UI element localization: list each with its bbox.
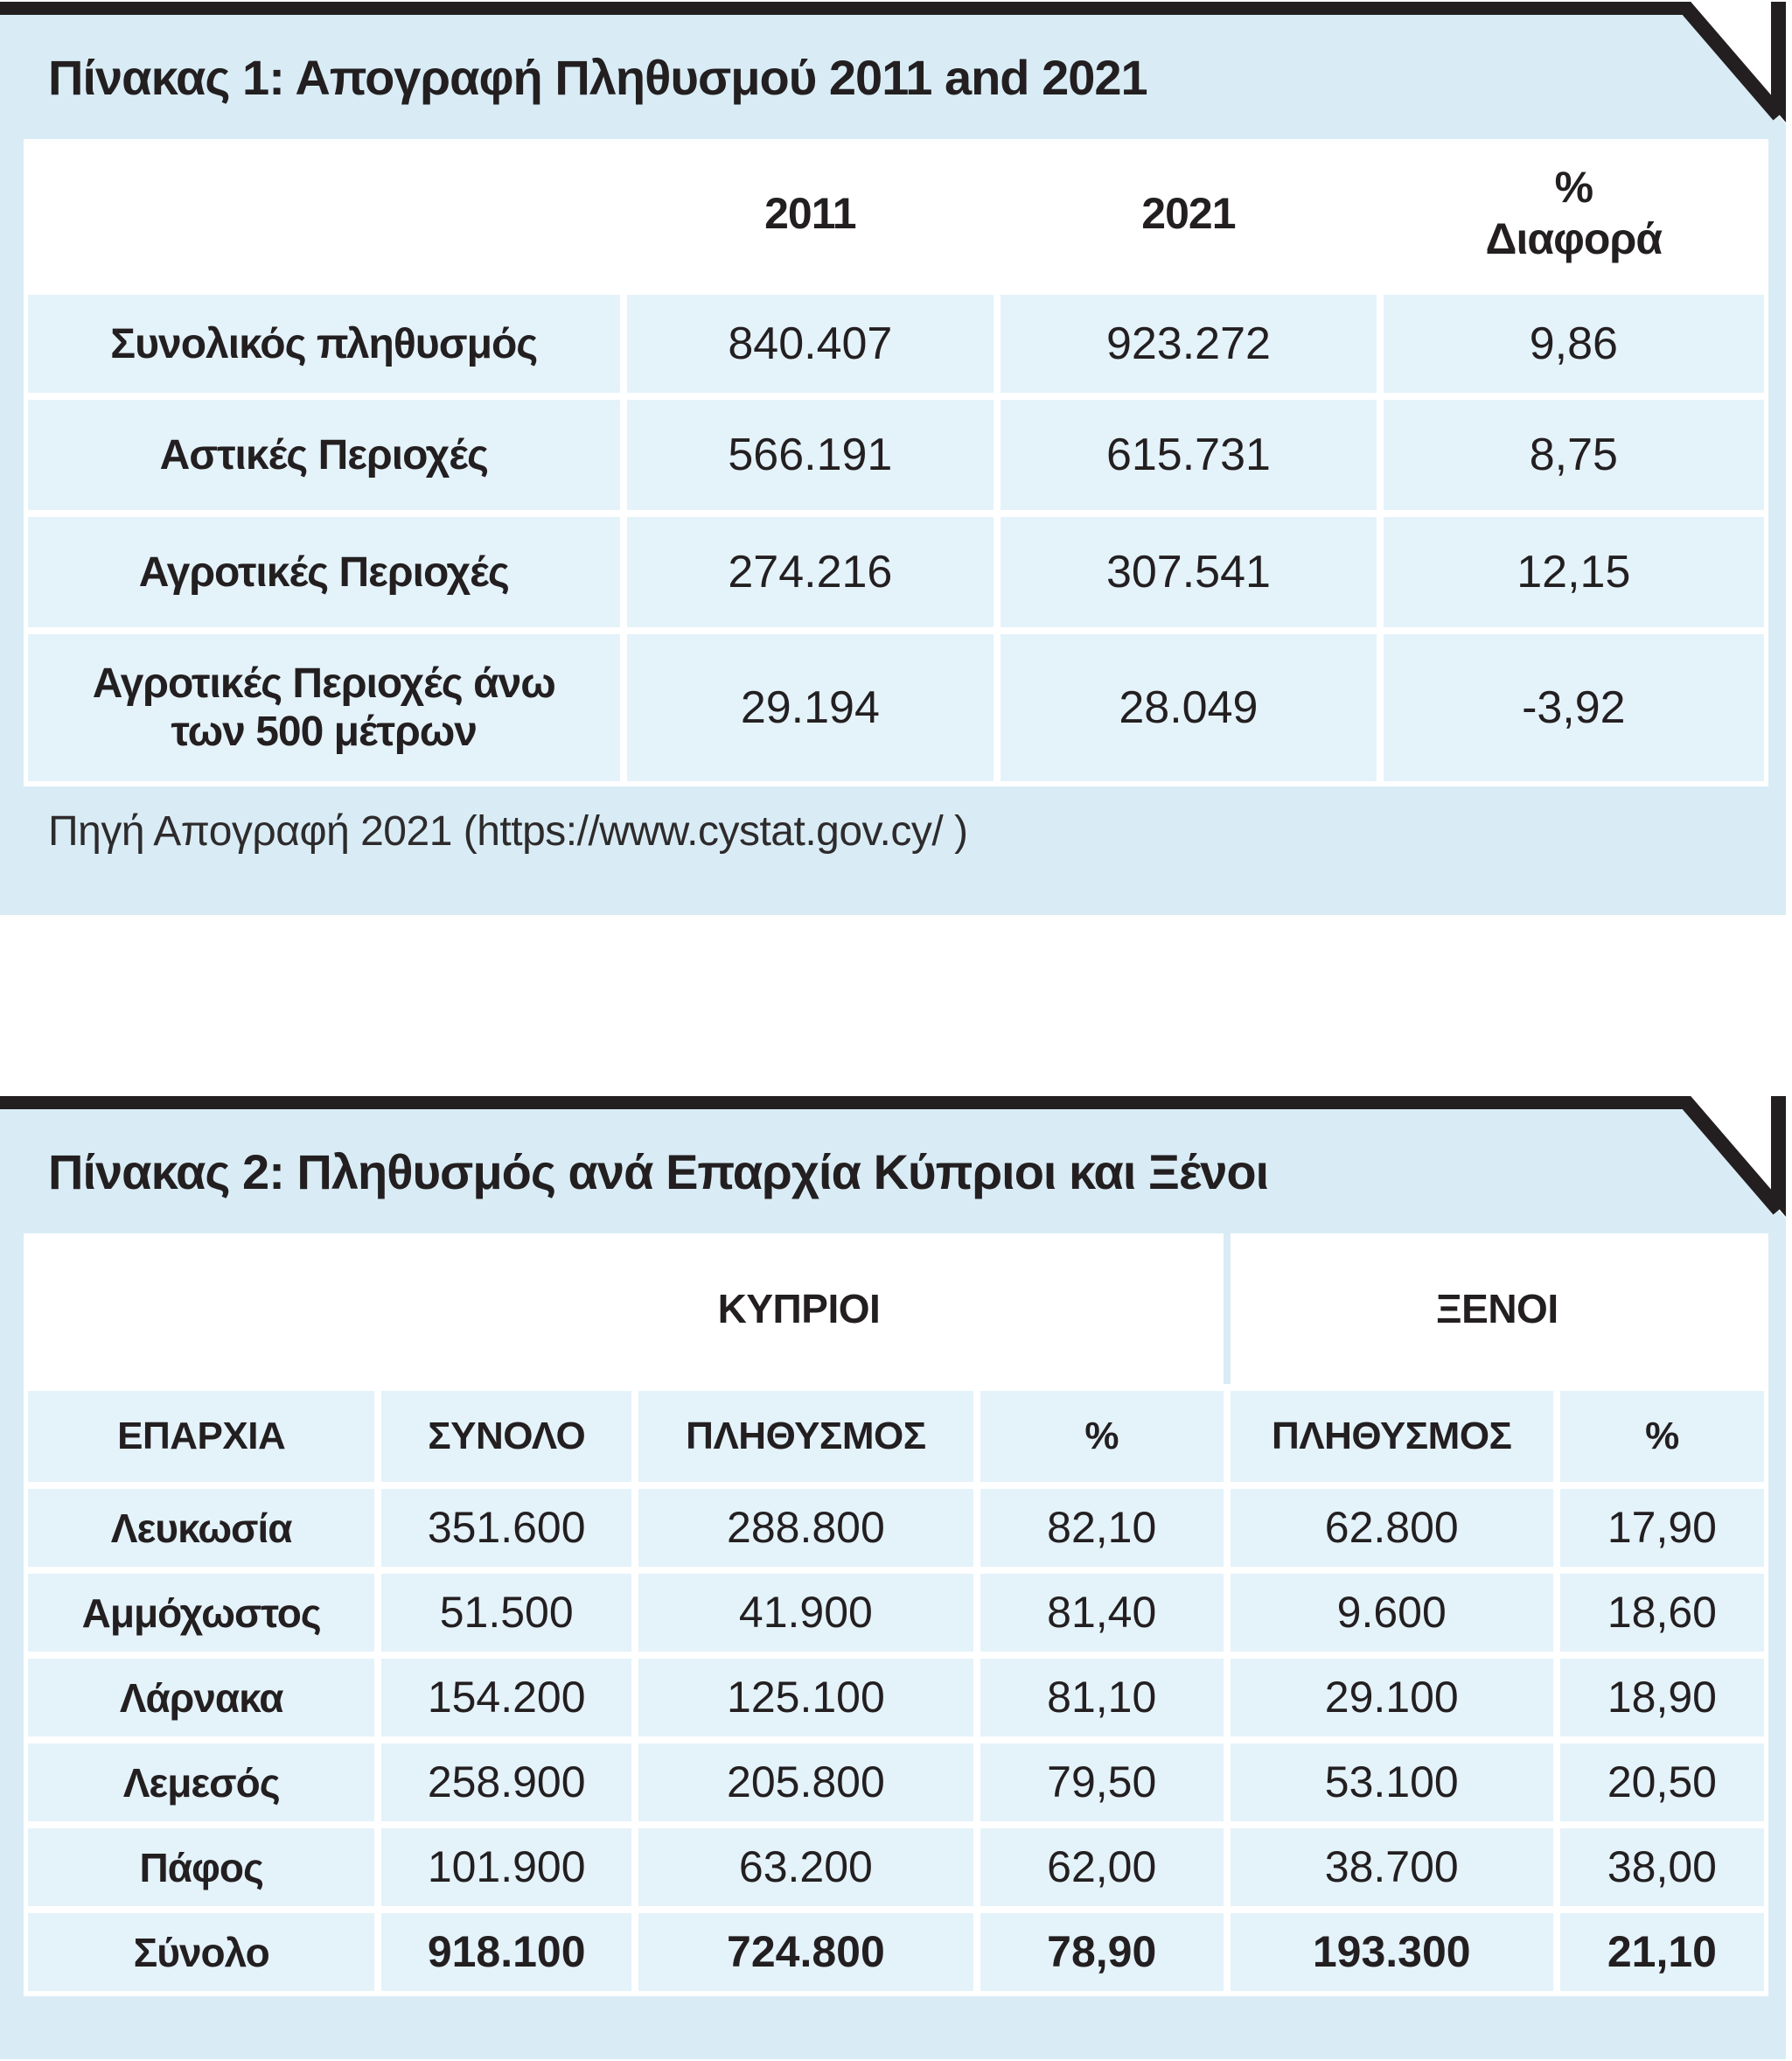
- panel-top-bar: [0, 2, 1693, 15]
- value-cy-percent: 78,90: [980, 1913, 1224, 1992]
- row-label: Αγροτικές Περιοχές άνω των 500 μέτρων: [28, 634, 620, 782]
- value-cy-population: 205.800: [638, 1743, 973, 1822]
- column-header-cy-percent: %: [980, 1391, 1224, 1483]
- page-fold-icon: [1683, 2, 1786, 124]
- group-header-foreigners: ΞΕΝΟΙ: [1230, 1233, 1764, 1385]
- value-total: 258.900: [381, 1743, 631, 1822]
- value-fo-population: 193.300: [1230, 1913, 1553, 1992]
- table-row: Αγροτικές Περιοχές άνω των 500 μέτρων 29…: [28, 634, 1764, 782]
- table1-header-diff-word: Διαφορά: [1485, 214, 1663, 264]
- table-row: Αστικές Περιοχές 566.191 615.731 8,75: [28, 400, 1764, 511]
- value-cy-percent: 62,00: [980, 1828, 1224, 1907]
- value-cy-population: 724.800: [638, 1913, 973, 1992]
- column-header-cy-population: ΠΛΗΘΥΣΜΟΣ: [638, 1391, 973, 1483]
- column-header-total: ΣΥΝΟΛΟ: [381, 1391, 631, 1483]
- table2-group-header-row: ΚΥΠΡΙΟΙ ΞΕΝΟΙ: [28, 1233, 1764, 1385]
- value-total: 918.100: [381, 1913, 631, 1992]
- table-row: Λάρνακα 154.200 125.100 81,10 29.100 18,…: [28, 1659, 1764, 1737]
- value-2011: 840.407: [626, 295, 994, 394]
- table-row: Αμμόχωστος 51.500 41.900 81,40 9.600 18,…: [28, 1574, 1764, 1652]
- table-row: Συνολικός πληθυσμός 840.407 923.272 9,86: [28, 295, 1764, 394]
- value-cy-population: 125.100: [638, 1659, 973, 1737]
- value-diff: 8,75: [1383, 400, 1764, 511]
- value-diff: 12,15: [1383, 517, 1764, 628]
- table2: ΚΥΠΡΙΟΙ ΞΕΝΟΙ ΕΠΑΡΧΙΑ ΣΥΝΟΛΟ ΠΛΗΘΥΣΜΟΣ %…: [24, 1233, 1768, 1997]
- row-label: Συνολικός πληθυσμός: [28, 295, 620, 394]
- row-label: Πάφος: [28, 1828, 375, 1907]
- value-cy-percent: 81,10: [980, 1659, 1224, 1737]
- value-cy-population: 63.200: [638, 1828, 973, 1907]
- value-total: 51.500: [381, 1574, 631, 1652]
- value-cy-percent: 79,50: [980, 1743, 1224, 1822]
- value-fo-population: 9.600: [1230, 1574, 1553, 1652]
- table1-header-2011: 2011: [626, 139, 994, 289]
- table1-header-diff: % Διαφορά: [1383, 139, 1764, 289]
- table-row: Λευκωσία 351.600 288.800 82,10 62.800 17…: [28, 1489, 1764, 1568]
- row-label: Αστικές Περιοχές: [28, 400, 620, 511]
- row-label: Λάρνακα: [28, 1659, 375, 1737]
- value-fo-population: 38.700: [1230, 1828, 1553, 1907]
- table-row: Πάφος 101.900 63.200 62,00 38.700 38,00: [28, 1828, 1764, 1907]
- value-2011: 274.216: [626, 517, 994, 628]
- value-fo-percent: 17,90: [1559, 1489, 1764, 1568]
- value-fo-percent: 18,60: [1559, 1574, 1764, 1652]
- row-label: Σύνολο: [28, 1913, 375, 1992]
- row-label: Λεμεσός: [28, 1743, 375, 1822]
- table-row: Αγροτικές Περιοχές 274.216 307.541 12,15: [28, 517, 1764, 628]
- row-label: Αμμόχωστος: [28, 1574, 375, 1652]
- table1-header-empty: [28, 139, 620, 289]
- table1-header-diff-percent: %: [1554, 162, 1593, 212]
- table2-panel: Πίνακας 2: Πληθυσμός ανά Επαρχία Κύπριοι…: [0, 1096, 1786, 2059]
- table2-column-header-row: ΕΠΑΡΧΙΑ ΣΥΝΟΛΟ ΠΛΗΘΥΣΜΟΣ % ΠΛΗΘΥΣΜΟΣ %: [28, 1391, 1764, 1483]
- column-header-district: ΕΠΑΡΧΙΑ: [28, 1391, 375, 1483]
- value-2021: 615.731: [1001, 400, 1377, 511]
- value-2021: 28.049: [1001, 634, 1377, 782]
- value-cy-population: 41.900: [638, 1574, 973, 1652]
- column-header-fo-percent: %: [1559, 1391, 1764, 1483]
- table1-source: Πηγή Απογραφή 2021 (https://www.cystat.g…: [48, 808, 968, 856]
- value-diff: -3,92: [1383, 634, 1764, 782]
- page-fold-icon: [1683, 1096, 1786, 1219]
- value-fo-population: 53.100: [1230, 1743, 1553, 1822]
- table2-title: Πίνακας 2: Πληθυσμός ανά Επαρχία Κύπριοι…: [48, 1144, 1269, 1199]
- value-fo-percent: 20,50: [1559, 1743, 1764, 1822]
- column-header-fo-population: ΠΛΗΘΥΣΜΟΣ: [1230, 1391, 1553, 1483]
- row-label: Λευκωσία: [28, 1489, 375, 1568]
- group-header-cypriots: ΚΥΠΡΙΟΙ: [28, 1233, 1224, 1385]
- value-diff: 9,86: [1383, 295, 1764, 394]
- table-total-row: Σύνολο 918.100 724.800 78,90 193.300 21,…: [28, 1913, 1764, 1992]
- value-total: 101.900: [381, 1828, 631, 1907]
- value-cy-percent: 82,10: [980, 1489, 1224, 1568]
- value-fo-percent: 21,10: [1559, 1913, 1764, 1992]
- value-fo-population: 62.800: [1230, 1489, 1553, 1568]
- value-fo-percent: 18,90: [1559, 1659, 1764, 1737]
- table1-panel: Πίνακας 1: Απογραφή Πληθυσμού 2011 and 2…: [0, 2, 1786, 915]
- table1-title: Πίνακας 1: Απογραφή Πληθυσμού 2011 and 2…: [48, 50, 1148, 105]
- row-label: Αγροτικές Περιοχές: [28, 517, 620, 628]
- value-2021: 307.541: [1001, 517, 1377, 628]
- value-fo-percent: 38,00: [1559, 1828, 1764, 1907]
- table1-header-row: 2011 2021 % Διαφορά: [28, 139, 1764, 289]
- table1: 2011 2021 % Διαφορά Συνολικός πληθυσμός …: [24, 139, 1768, 787]
- panel-gap: [0, 915, 1792, 1096]
- value-total: 154.200: [381, 1659, 631, 1737]
- value-2021: 923.272: [1001, 295, 1377, 394]
- panel-top-bar: [0, 1096, 1693, 1109]
- value-cy-population: 288.800: [638, 1489, 973, 1568]
- value-2011: 566.191: [626, 400, 994, 511]
- value-total: 351.600: [381, 1489, 631, 1568]
- table-row: Λεμεσός 258.900 205.800 79,50 53.100 20,…: [28, 1743, 1764, 1822]
- value-cy-percent: 81,40: [980, 1574, 1224, 1652]
- value-2011: 29.194: [626, 634, 994, 782]
- value-fo-population: 29.100: [1230, 1659, 1553, 1737]
- table1-header-2021: 2021: [1001, 139, 1377, 289]
